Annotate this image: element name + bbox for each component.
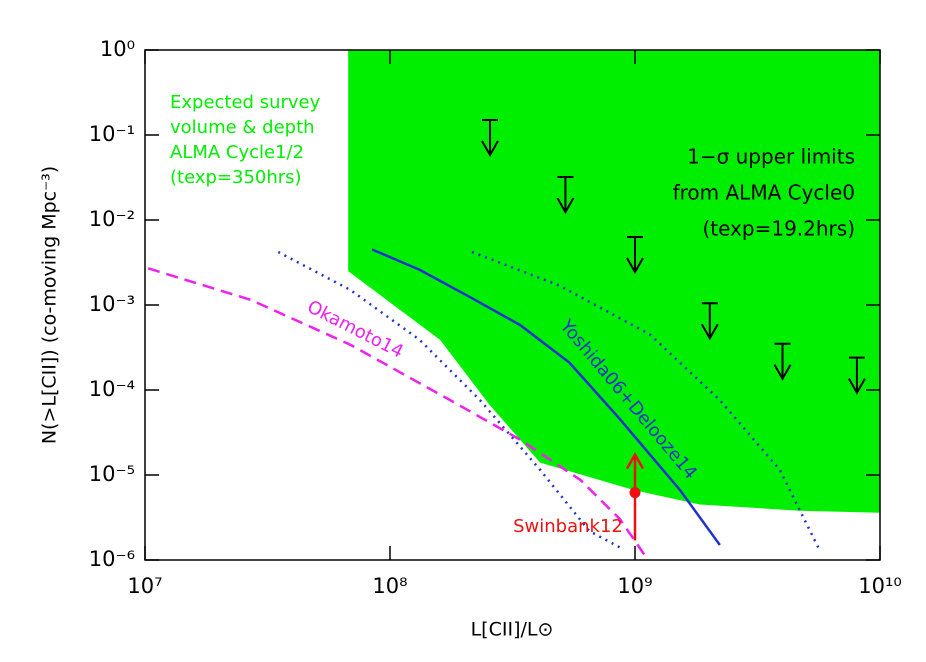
x-tick-label: 10¹⁰ [858,574,902,598]
annotation: volume & depth [170,117,315,138]
y-tick-label: 10⁻⁴ [89,377,135,401]
y-tick-label: 10⁻⁵ [89,462,135,486]
annotation: (texp=19.2hrs) [702,217,855,241]
upper-limit-arrow [626,236,644,275]
lower-limit-arrow [625,452,645,493]
annotation: (texp=350hrs) [170,167,302,188]
point [629,487,641,499]
curve-label: Swinbank12 [513,516,623,537]
upper-limit-arrow [848,356,866,395]
x-axis-label: L[CII]/L⊙ [471,619,554,641]
x-tick-label: 10⁷ [127,574,162,598]
y-tick-label: 10⁻⁶ [89,547,135,571]
curve [277,250,621,549]
annotation: from ALMA Cycle0 [673,181,855,205]
upper-limit-arrow [700,302,719,341]
y-axis-label: N(>L[CII]) (co-moving Mpc⁻³) [39,166,61,444]
y-tick-label: 10⁻² [89,207,135,231]
upper-limit-arrow [481,119,499,158]
curve [471,250,820,549]
annotation: 1−σ upper limits [687,145,855,169]
y-tick-label: 10⁰ [100,37,135,61]
x-tick-label: 10⁹ [617,574,652,598]
annotation: ALMA Cycle1/2 [170,142,304,163]
curve [371,248,721,546]
y-tick-label: 10⁻¹ [89,122,135,146]
annotation: Expected survey [170,92,321,113]
curve [147,267,650,561]
y-tick-label: 10⁻³ [89,292,135,316]
x-tick-label: 10⁸ [372,574,407,598]
survey-region [348,50,880,513]
upper-limit-arrow [556,176,575,215]
upper-limit-arrow [773,342,792,381]
